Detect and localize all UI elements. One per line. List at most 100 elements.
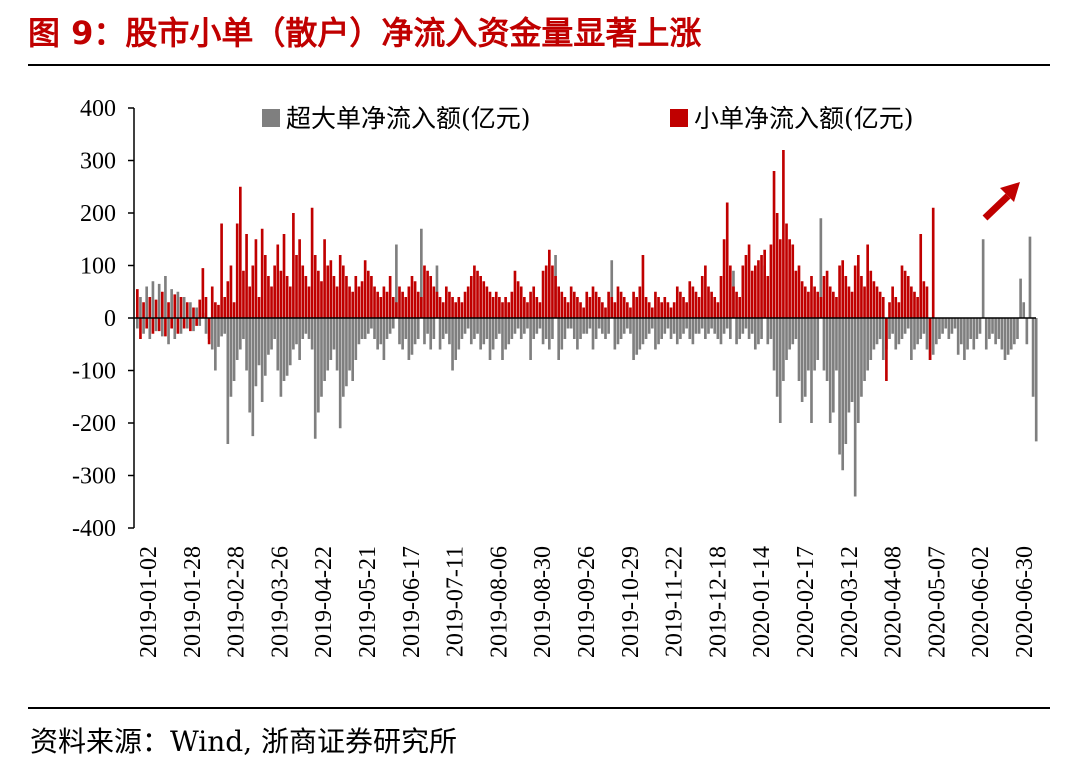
small-bar: [803, 286, 807, 318]
super-large-bar: [498, 318, 501, 334]
small-bar: [167, 302, 170, 318]
super-large-bar: [878, 318, 882, 339]
super-large-bar: [279, 318, 283, 397]
small-bar: [207, 318, 211, 345]
super-large-bar: [145, 286, 149, 318]
small-bar: [816, 291, 820, 318]
small-bar: [332, 276, 336, 318]
x-tick-label: 2019-02-28: [224, 546, 250, 658]
super-large-bar: [791, 318, 795, 345]
small-bar: [360, 281, 364, 318]
small-bar: [619, 291, 623, 318]
small-bar: [136, 289, 139, 319]
small-bar: [597, 297, 601, 318]
x-tick-label: 2020-01-14: [749, 546, 775, 658]
super-large-bar: [416, 318, 420, 339]
small-bar: [616, 286, 620, 318]
small-bar: [220, 223, 223, 318]
super-large-bar: [906, 318, 910, 329]
super-large-bar: [217, 318, 220, 347]
small-bar: [263, 255, 267, 318]
small-bar: [622, 297, 626, 318]
small-bar: [395, 302, 398, 318]
small-bar: [145, 318, 149, 329]
small-bar: [379, 297, 383, 318]
small-bar: [691, 286, 695, 318]
small-bar: [772, 171, 776, 318]
super-large-bar: [888, 318, 891, 339]
super-large-bar: [560, 318, 564, 350]
super-large-bar: [572, 318, 576, 339]
x-tick-label: 2019-12-18: [705, 546, 731, 658]
small-bar: [304, 276, 308, 318]
super-large-bar: [1022, 302, 1026, 318]
small-bar: [366, 270, 370, 318]
small-bar: [292, 213, 295, 318]
small-series: [136, 150, 935, 381]
super-large-bar: [491, 318, 495, 350]
small-bar: [666, 302, 670, 318]
super-large-bar: [807, 318, 810, 371]
small-bar: [426, 270, 429, 318]
super-large-bar: [523, 318, 526, 334]
super-large-bar: [538, 318, 542, 329]
small-bar: [295, 255, 298, 318]
small-bar: [819, 297, 823, 318]
super-large-bar: [778, 318, 782, 423]
x-tick-label: 2019-05-21: [355, 546, 381, 658]
small-bar: [373, 286, 376, 318]
small-bar: [663, 297, 667, 318]
super-large-bar: [235, 318, 239, 360]
y-tick-label: 400: [80, 96, 116, 122]
small-bar: [566, 302, 570, 318]
super-large-bar: [438, 318, 442, 350]
super-large-bar: [626, 318, 629, 329]
small-bar: [713, 297, 717, 318]
small-bar: [210, 286, 214, 318]
small-bar: [569, 286, 573, 318]
small-bar: [838, 265, 841, 318]
small-bar: [694, 291, 698, 318]
super-large-bar: [341, 318, 345, 397]
trend-arrow-icon: [982, 182, 1020, 221]
small-bar: [763, 249, 766, 318]
super-large-bar: [647, 318, 651, 334]
super-large-bar: [988, 318, 991, 339]
small-bar: [466, 286, 470, 318]
super-large-bar: [395, 244, 398, 318]
small-bar: [604, 307, 607, 318]
small-bar: [307, 286, 311, 318]
super-large-bar: [292, 318, 295, 350]
super-large-bar: [944, 318, 948, 329]
legend-swatch-small: [670, 109, 688, 127]
super-large-bar: [1009, 318, 1013, 350]
small-bar: [232, 302, 236, 318]
super-large-bar: [398, 318, 401, 345]
super-large-bar: [273, 318, 276, 339]
super-large-bar: [463, 318, 467, 334]
super-large-bar: [139, 297, 142, 318]
super-large-bar: [479, 318, 482, 350]
super-large-bar: [245, 318, 248, 371]
legend-swatch-super-large: [262, 109, 280, 127]
super-large-bar: [317, 318, 320, 413]
super-large-bar: [557, 318, 560, 360]
super-large-bar: [997, 318, 1001, 339]
super-large-bar: [984, 318, 988, 350]
super-large-bar: [276, 318, 280, 371]
small-bar: [179, 297, 183, 318]
small-bar: [654, 291, 657, 318]
super-large-bar: [441, 318, 445, 339]
super-large-bar: [785, 318, 788, 360]
small-bar: [529, 291, 532, 318]
super-large-bar: [607, 318, 610, 334]
super-large-bar: [466, 318, 470, 329]
small-bar: [847, 286, 851, 318]
super-large-bar: [616, 318, 620, 345]
super-large-bar: [288, 318, 292, 366]
super-large-bar: [1000, 318, 1004, 350]
super-large-bar: [426, 318, 429, 334]
super-large-bar: [694, 318, 698, 334]
small-bar: [878, 291, 882, 318]
small-bar: [741, 265, 745, 318]
